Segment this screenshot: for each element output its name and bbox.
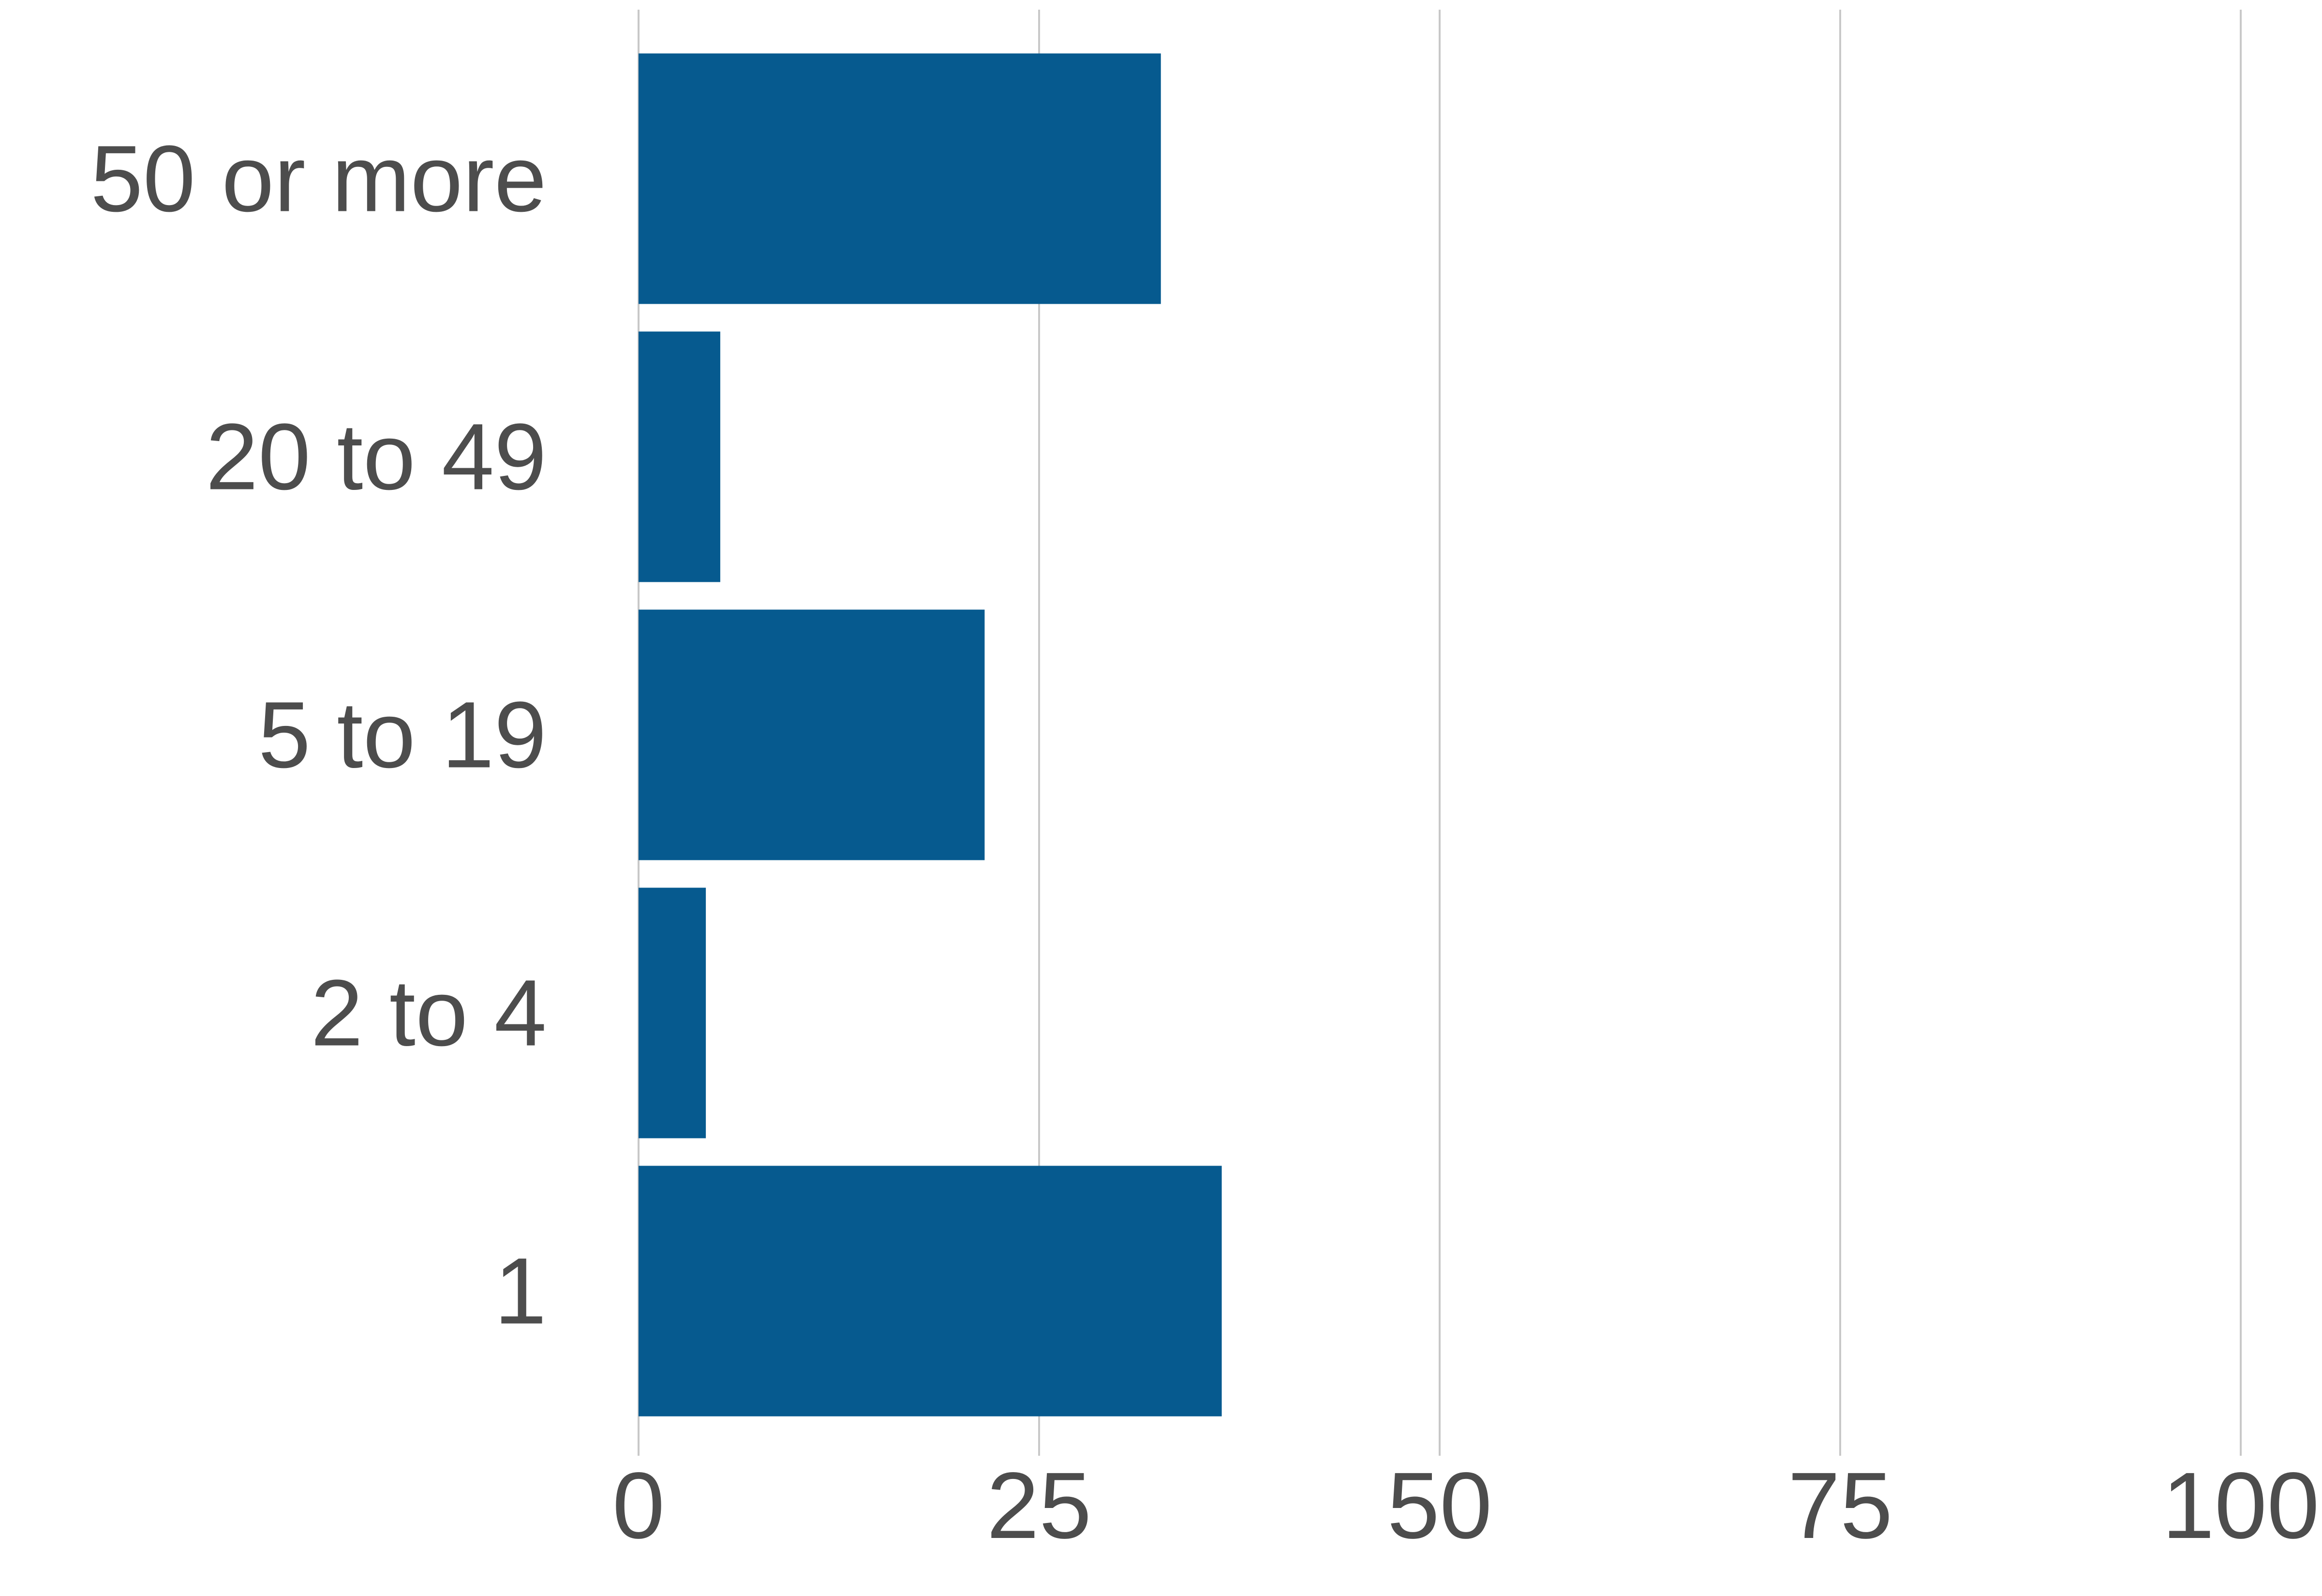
x-tick-label-25: 25 [987, 1453, 1092, 1558]
x-tick-label-0: 0 [612, 1453, 665, 1558]
bar-1 [639, 1166, 1222, 1417]
x-tick-label-100: 100 [2162, 1453, 2319, 1558]
bars [639, 53, 1222, 1417]
category-label-50-or-more: 50 or more [90, 126, 547, 232]
category-label-1: 1 [494, 1239, 547, 1344]
x-tick-label-75: 75 [1788, 1453, 1893, 1558]
category-label-2-to-4: 2 to 4 [311, 961, 547, 1066]
category-label-20-to-49: 20 to 49 [206, 404, 547, 510]
category-labels: 50 or more 20 to 49 5 to 19 2 to 4 1 [90, 126, 547, 1344]
bar-50-or-more [639, 53, 1161, 304]
bar-2-to-4 [639, 887, 706, 1138]
x-axis-tick-labels: 0 25 50 75 100 [612, 1453, 2320, 1558]
bar-20-to-49 [639, 331, 720, 582]
category-label-5-to-19: 5 to 19 [258, 682, 547, 788]
x-tick-label-50: 50 [1387, 1453, 1492, 1558]
bar-5-to-19 [639, 609, 985, 860]
